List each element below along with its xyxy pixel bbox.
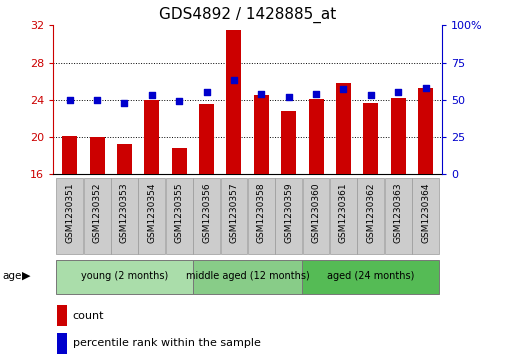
Bar (117, 143, 132, 174)
Point (312, 91, 320, 97)
Bar (57, 305, 67, 326)
Bar (391, 98, 406, 174)
FancyBboxPatch shape (302, 260, 439, 294)
Text: GSM1230353: GSM1230353 (120, 183, 129, 243)
Point (203, 89, 211, 95)
FancyBboxPatch shape (330, 178, 357, 254)
Bar (57, 333, 67, 354)
FancyBboxPatch shape (303, 178, 330, 254)
FancyBboxPatch shape (248, 178, 275, 254)
Bar (363, 103, 378, 174)
Text: GSM1230364: GSM1230364 (421, 183, 430, 243)
FancyBboxPatch shape (111, 178, 138, 254)
Text: GSM1230361: GSM1230361 (339, 183, 348, 243)
Point (148, 93, 156, 98)
Text: GSM1230360: GSM1230360 (311, 183, 321, 243)
Point (422, 85, 430, 91)
FancyBboxPatch shape (220, 178, 247, 254)
Text: percentile rank within the sample: percentile rank within the sample (73, 338, 261, 348)
FancyBboxPatch shape (193, 260, 302, 294)
Text: count: count (73, 311, 104, 321)
Text: aged (24 months): aged (24 months) (327, 271, 415, 281)
Bar (62, 136, 77, 174)
FancyBboxPatch shape (358, 178, 384, 254)
Point (394, 89, 402, 95)
Bar (281, 111, 296, 174)
FancyBboxPatch shape (56, 178, 83, 254)
Title: GDS4892 / 1428885_at: GDS4892 / 1428885_at (159, 7, 336, 23)
Text: GSM1230356: GSM1230356 (202, 183, 211, 243)
Bar (172, 148, 187, 174)
Bar (144, 100, 160, 174)
Point (93, 97, 101, 103)
Text: GSM1230352: GSM1230352 (92, 183, 102, 243)
Text: GSM1230355: GSM1230355 (175, 183, 184, 243)
FancyBboxPatch shape (412, 178, 439, 254)
FancyBboxPatch shape (166, 178, 193, 254)
FancyBboxPatch shape (139, 178, 165, 254)
Bar (254, 95, 269, 174)
Point (120, 100, 129, 106)
Text: GSM1230359: GSM1230359 (284, 183, 293, 243)
Bar (418, 88, 433, 174)
Point (230, 78, 238, 83)
Point (257, 91, 265, 97)
Text: ▶: ▶ (22, 271, 30, 281)
Text: GSM1230358: GSM1230358 (257, 183, 266, 243)
FancyBboxPatch shape (84, 178, 111, 254)
FancyBboxPatch shape (385, 178, 411, 254)
Bar (89, 137, 105, 174)
Text: GSM1230357: GSM1230357 (230, 183, 238, 243)
Point (66, 97, 74, 103)
Bar (227, 30, 241, 174)
Point (175, 98, 183, 104)
Point (339, 86, 347, 92)
FancyBboxPatch shape (193, 178, 220, 254)
FancyBboxPatch shape (275, 178, 302, 254)
Text: GSM1230362: GSM1230362 (366, 183, 375, 243)
Text: GSM1230351: GSM1230351 (65, 183, 74, 243)
FancyBboxPatch shape (56, 260, 193, 294)
Text: young (2 months): young (2 months) (81, 271, 168, 281)
Bar (336, 83, 351, 174)
Text: middle aged (12 months): middle aged (12 months) (186, 271, 309, 281)
Text: age: age (3, 271, 22, 281)
Text: GSM1230363: GSM1230363 (394, 183, 403, 243)
Point (367, 93, 375, 98)
Bar (308, 99, 324, 174)
Text: GSM1230354: GSM1230354 (147, 183, 156, 243)
Point (284, 94, 293, 100)
Bar (199, 103, 214, 174)
